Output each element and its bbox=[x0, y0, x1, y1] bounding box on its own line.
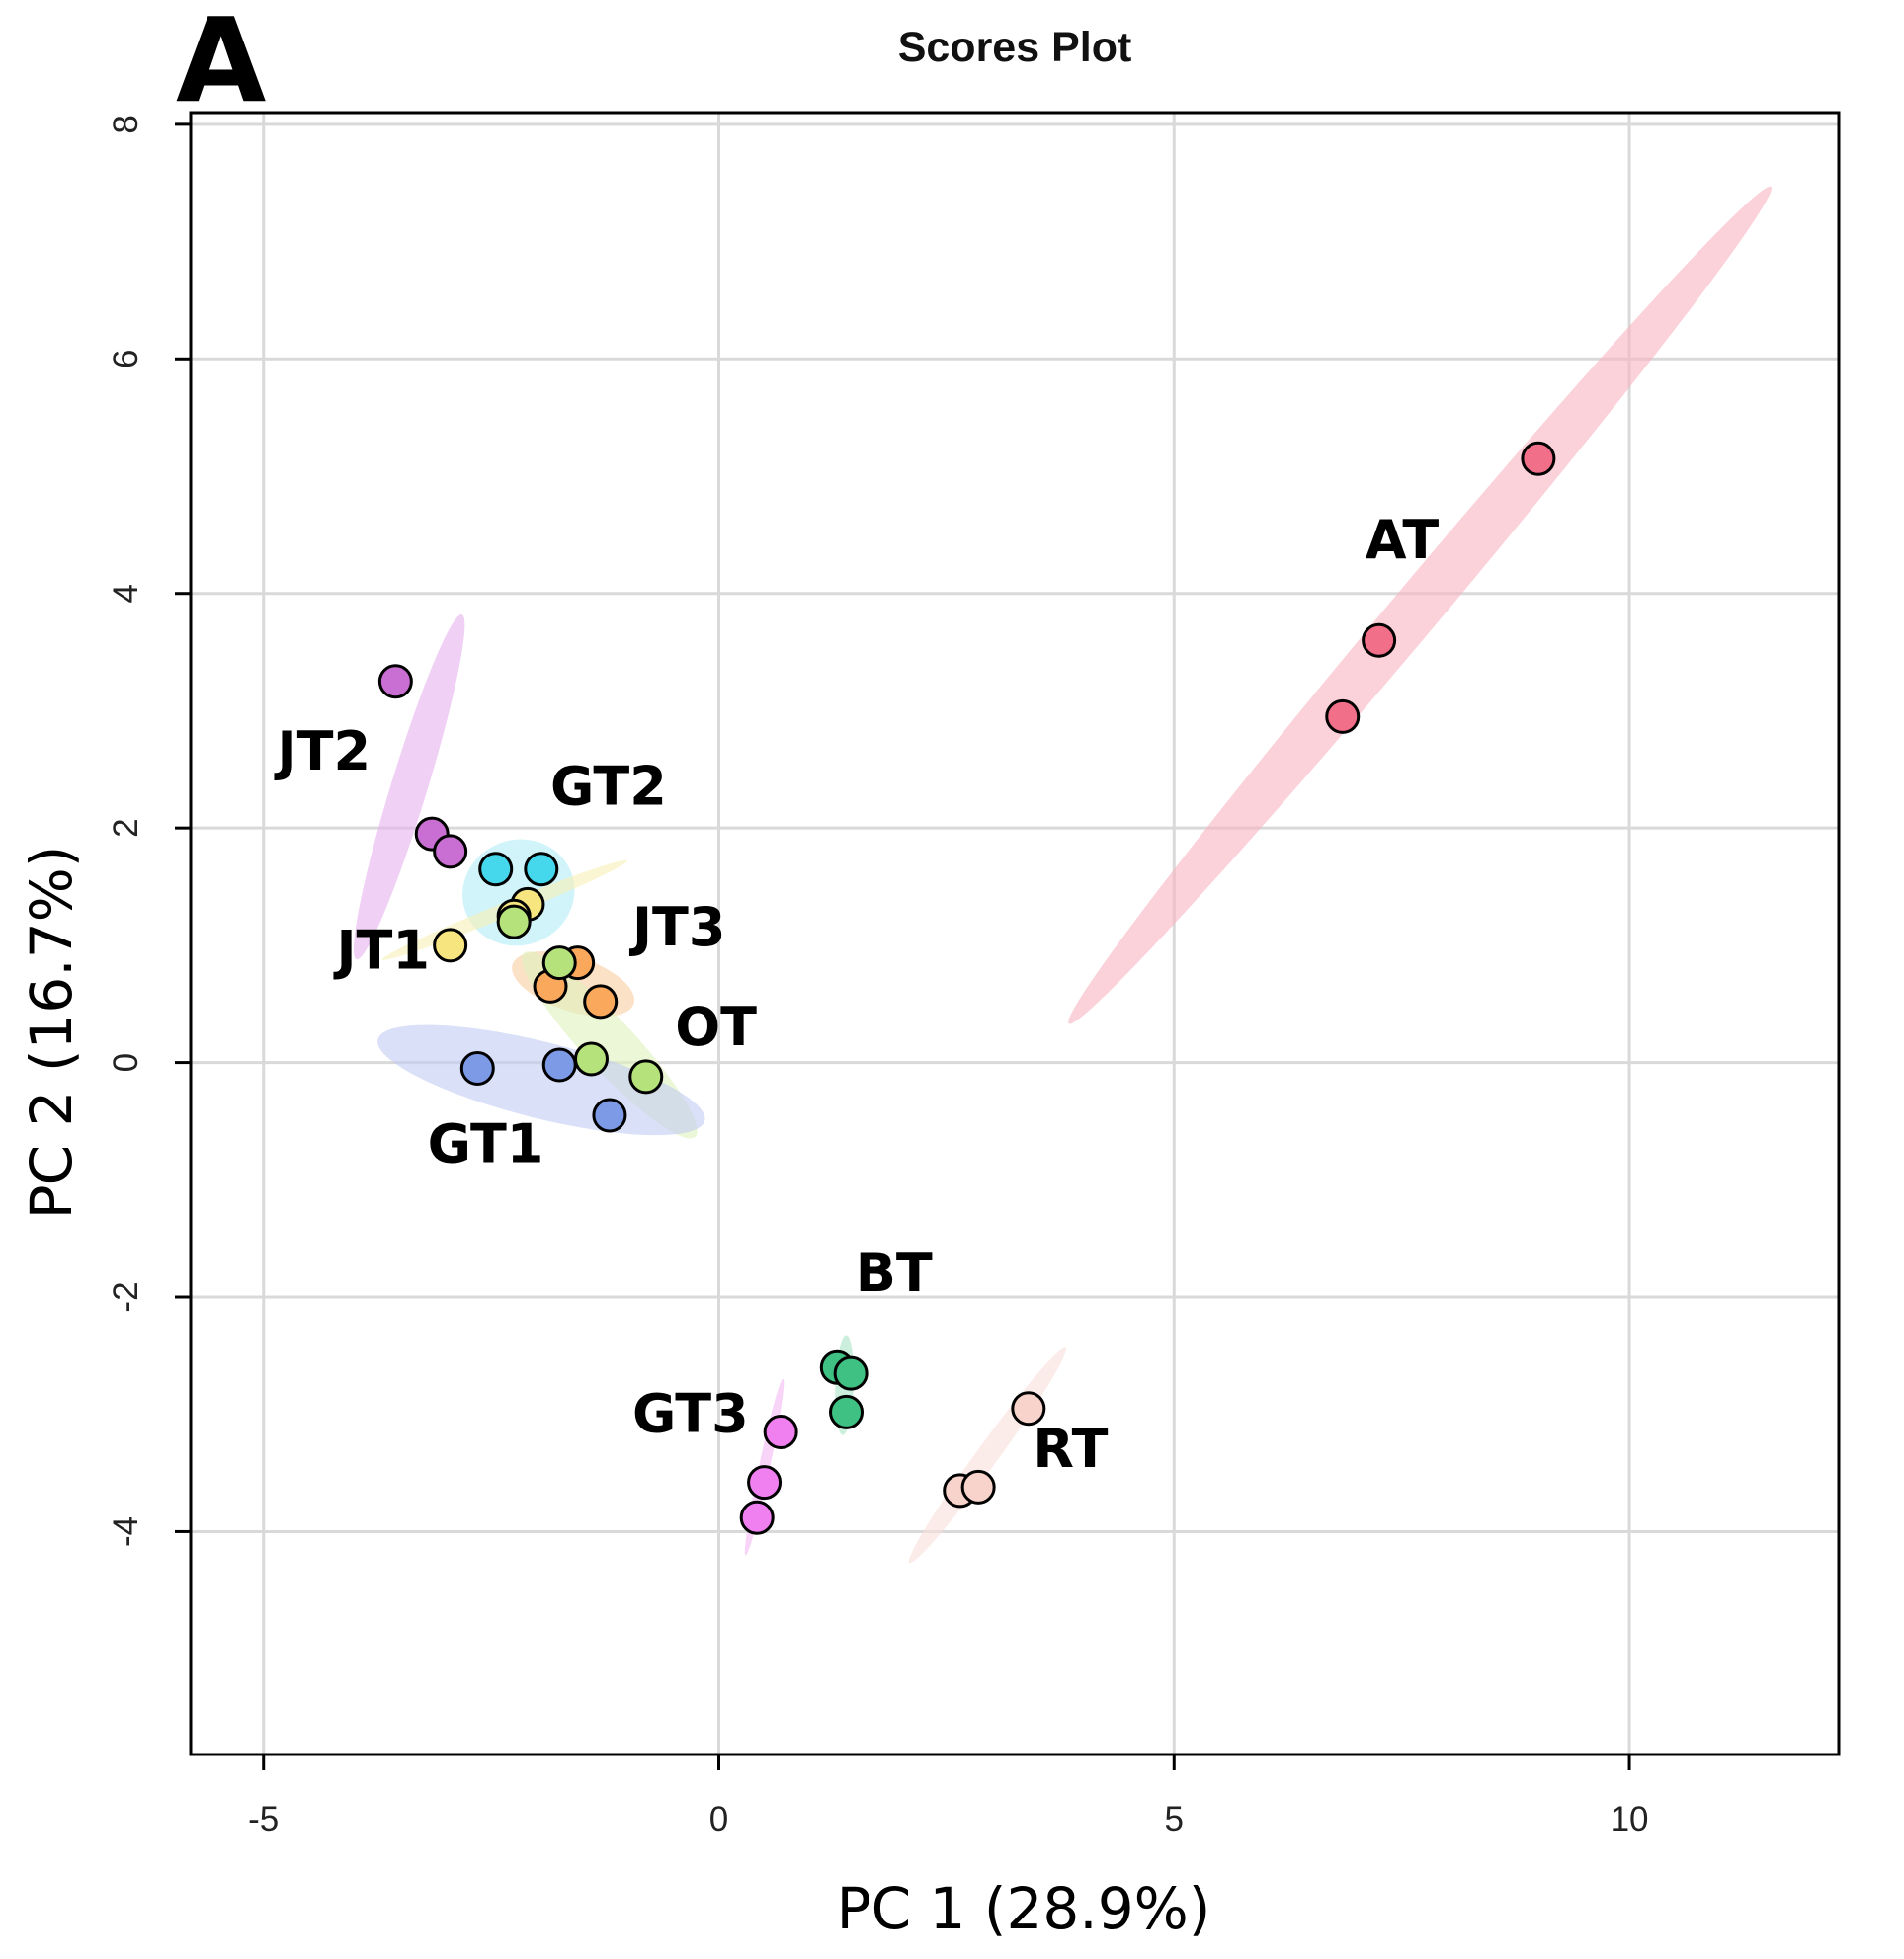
x-tick-label: 5 bbox=[1165, 1800, 1184, 1838]
point-at bbox=[1362, 622, 1397, 658]
panel-label: A bbox=[176, 0, 266, 128]
group-label-gt1: GT1 bbox=[428, 1112, 544, 1175]
point-jt3 bbox=[583, 984, 619, 1020]
ellipse-jt2 bbox=[353, 614, 465, 960]
point-gt2 bbox=[524, 852, 559, 887]
point-gt1 bbox=[459, 1051, 495, 1087]
point-gt3 bbox=[763, 1415, 798, 1450]
point-ot bbox=[628, 1059, 664, 1095]
point-jt1 bbox=[433, 928, 468, 963]
data-points bbox=[377, 441, 1556, 1535]
group-label-gt2: GT2 bbox=[550, 755, 667, 817]
point-rt bbox=[1011, 1391, 1046, 1427]
point-rt bbox=[960, 1469, 996, 1505]
x-tick-label: -5 bbox=[248, 1800, 279, 1838]
plot-frame bbox=[189, 111, 1841, 1756]
group-label-at: AT bbox=[1366, 509, 1440, 571]
group-label-ot: OT bbox=[675, 996, 757, 1058]
point-gt1 bbox=[541, 1047, 577, 1083]
y-tick-label: 8 bbox=[107, 115, 145, 133]
y-tick-label: 4 bbox=[107, 584, 145, 603]
chart-title: Scores Plot bbox=[898, 24, 1132, 71]
point-gt3 bbox=[747, 1465, 783, 1501]
group-label-jt2: JT2 bbox=[274, 720, 372, 782]
y-axis-label: PC 2 (16.7%) bbox=[18, 846, 85, 1220]
point-ot bbox=[541, 945, 577, 981]
group-label-jt1: JT1 bbox=[332, 920, 430, 982]
point-jt2 bbox=[433, 834, 468, 869]
x-tick-label: 10 bbox=[1611, 1800, 1649, 1838]
group-label-bt: BT bbox=[856, 1242, 933, 1304]
group-label-rt: RT bbox=[1033, 1418, 1108, 1480]
y-tick-label: 6 bbox=[107, 350, 145, 368]
point-gt2 bbox=[478, 852, 514, 887]
x-axis-label: PC 1 (28.9%) bbox=[837, 1875, 1211, 1942]
point-ot bbox=[496, 904, 532, 939]
point-at bbox=[1325, 698, 1361, 734]
point-jt2 bbox=[377, 664, 413, 699]
point-gt3 bbox=[739, 1500, 775, 1535]
y-tick-label: -4 bbox=[107, 1516, 145, 1547]
group-labels: AT JT2 GT2 JT1 JT3 OT GT1 BT GT3 RT bbox=[274, 509, 1440, 1480]
group-label-jt3: JT3 bbox=[628, 896, 726, 958]
y-tick-label: 0 bbox=[107, 1053, 145, 1072]
point-ot bbox=[573, 1041, 609, 1077]
y-tick-label: -2 bbox=[107, 1281, 145, 1312]
group-label-gt3: GT3 bbox=[632, 1383, 749, 1445]
ellipse-at bbox=[1068, 186, 1773, 1024]
point-gt1 bbox=[592, 1098, 627, 1133]
x-tick-label: 0 bbox=[709, 1800, 728, 1838]
point-at bbox=[1521, 441, 1556, 476]
point-bt bbox=[833, 1355, 869, 1391]
y-tick-label: 2 bbox=[107, 818, 145, 837]
axis-ticks: -5 0 5 10 -4 -2 0 2 4 6 8 bbox=[107, 115, 1648, 1838]
point-bt bbox=[829, 1394, 865, 1429]
